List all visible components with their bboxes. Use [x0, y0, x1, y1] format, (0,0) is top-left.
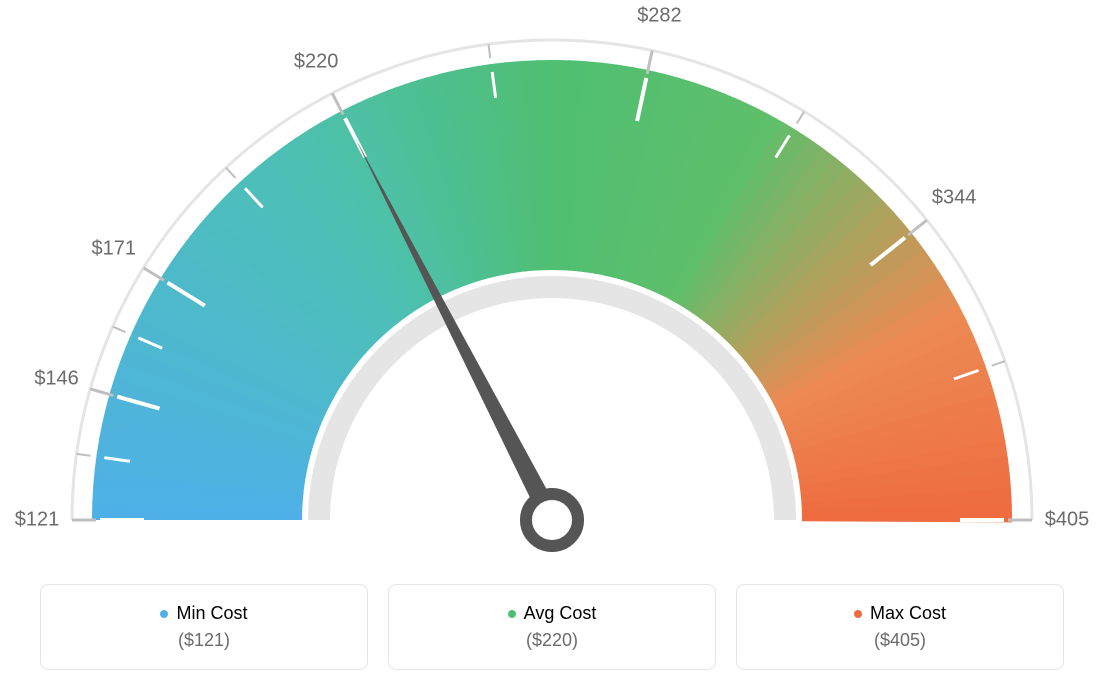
gauge-tick-label: $282 [637, 5, 682, 28]
legend-label-min: Min Cost [160, 603, 247, 624]
legend-card-min: Min Cost ($121) [40, 584, 368, 670]
dot-icon [160, 610, 168, 618]
legend-value-min: ($121) [61, 630, 347, 651]
gauge-tick-label: $171 [92, 238, 137, 261]
gauge-tick-label: $146 [34, 368, 79, 391]
gauge-chart: $121 $146 $171 $220 $282 $344 $405 [0, 0, 1104, 560]
gauge-tick-label: $405 [1045, 509, 1090, 532]
legend-label-text: Min Cost [176, 603, 247, 624]
legend-card-max: Max Cost ($405) [736, 584, 1064, 670]
dot-icon [508, 610, 516, 618]
legend-label-avg: Avg Cost [508, 603, 597, 624]
legend-card-avg: Avg Cost ($220) [388, 584, 716, 670]
gauge-tick-label: $121 [15, 509, 60, 532]
legend-label-text: Avg Cost [524, 603, 597, 624]
gauge-svg [0, 0, 1104, 560]
legend-row: Min Cost ($121) Avg Cost ($220) Max Cost… [40, 584, 1064, 670]
dot-icon [854, 610, 862, 618]
gauge-tick-label: $344 [932, 187, 977, 210]
gauge-tick-label: $220 [294, 51, 339, 74]
legend-label-max: Max Cost [854, 603, 946, 624]
legend-value-avg: ($220) [409, 630, 695, 651]
legend-value-max: ($405) [757, 630, 1043, 651]
legend-label-text: Max Cost [870, 603, 946, 624]
